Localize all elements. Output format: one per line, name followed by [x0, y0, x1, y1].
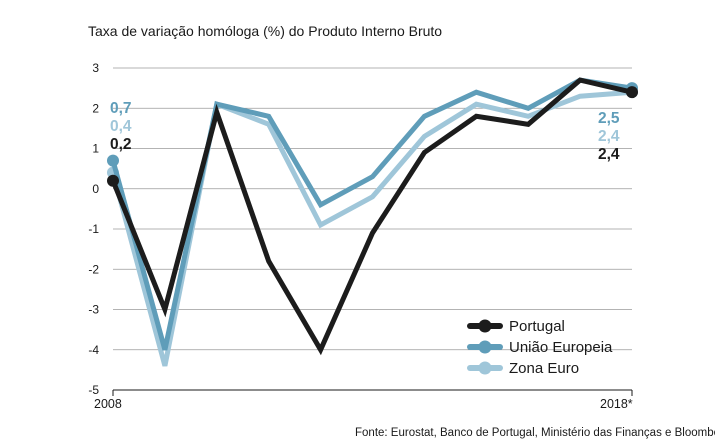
y-axis-ticks: 3 2 1 0 -1 -2 -3 -4 -5: [88, 61, 99, 397]
y-tick-label: 3: [92, 61, 99, 75]
start-label-portugal: 0,2: [110, 136, 132, 153]
legend-label-zona-euro: Zona Euro: [509, 360, 579, 377]
series-line-portugal: [110, 77, 635, 356]
x-tick-label-end: 2018*: [600, 397, 633, 411]
start-label-zona-euro: 0,4: [110, 118, 132, 135]
source-note: Fonte: Eurostat, Banco de Portugal, Mini…: [355, 427, 715, 439]
y-tick-label: -1: [88, 222, 99, 236]
legend-label-uniao-europeia: União Europeia: [509, 339, 613, 356]
legend-marker-zona-euro: [478, 361, 492, 375]
legend-item-portugal: Portugal: [467, 318, 565, 335]
legend-item-zona-euro: Zona Euro: [467, 360, 579, 377]
y-tick-label: -5: [88, 383, 99, 397]
y-tick-label: -3: [88, 303, 99, 317]
legend-item-uniao-europeia: União Europeia: [467, 339, 613, 356]
y-tick-label: -4: [88, 343, 99, 357]
legend-marker-uniao-europeia: [478, 340, 492, 354]
y-tick-label: 1: [92, 142, 99, 156]
series-point-uniao-europeia: [107, 154, 119, 167]
end-label-zona-euro: 2,4: [598, 128, 620, 145]
end-label-portugal: 2,4: [598, 146, 620, 163]
start-label-uniao-europeia: 0,7: [110, 100, 132, 117]
series-lines: [107, 77, 638, 367]
legend-label-portugal: Portugal: [509, 318, 565, 335]
series-point-portugal: [107, 174, 119, 187]
x-tick-label-start: 2008: [94, 397, 122, 411]
y-tick-label: 2: [92, 101, 99, 115]
legend-marker-portugal: [478, 319, 492, 333]
series-point-portugal: [626, 86, 638, 99]
legend: Portugal União Europeia Zona Euro: [467, 318, 613, 377]
y-tick-label: 0: [92, 182, 99, 196]
y-tick-label: -2: [88, 262, 99, 276]
end-label-uniao-europeia: 2,5: [598, 110, 620, 127]
chart-title: Taxa de variação homóloga (%) do Produto…: [88, 23, 442, 39]
